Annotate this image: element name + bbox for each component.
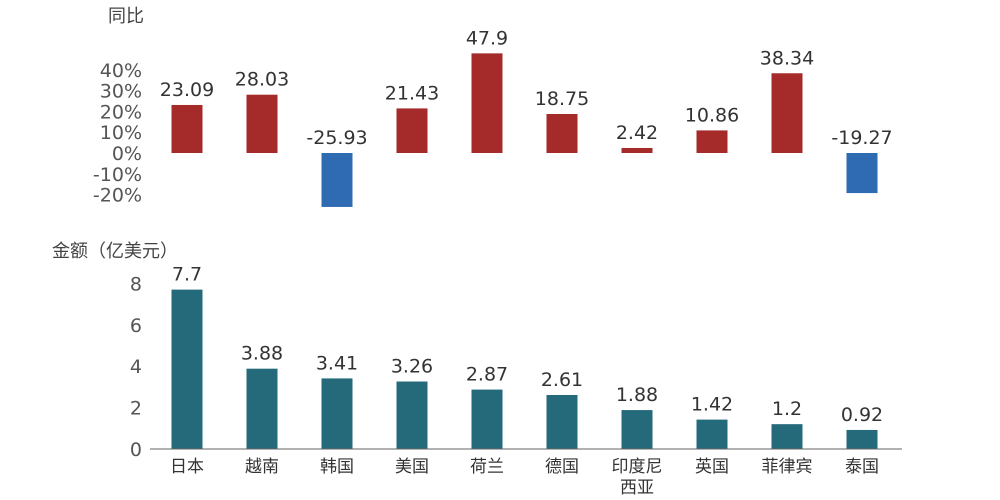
bottom-bar	[546, 394, 578, 449]
top-value-label: 38.34	[760, 47, 814, 69]
top-bar	[621, 147, 653, 153]
bottom-value-label: 1.88	[616, 384, 658, 406]
top-value-label: 10.86	[685, 104, 739, 126]
top-bar	[171, 104, 203, 153]
bottom-bar	[846, 429, 878, 449]
bottom-value-label: 0.92	[841, 404, 883, 426]
bottom-y-tick-label: 2	[130, 398, 142, 420]
top-bars	[171, 53, 878, 207]
top-bar	[771, 73, 803, 153]
top-bar	[696, 130, 728, 153]
bottom-value-label: 3.41	[316, 352, 358, 374]
top-value-label: 47.9	[466, 27, 508, 49]
x-category-label: 西亚	[620, 478, 654, 498]
top-value-label: 28.03	[235, 69, 289, 91]
top-value-label: -19.27	[831, 127, 892, 149]
x-category-label: 荷兰	[470, 457, 504, 477]
top-y-tick-label: 0%	[112, 143, 142, 165]
top-y-tick-label: 30%	[100, 81, 142, 103]
x-category-label: 韩国	[320, 457, 354, 477]
bottom-y-tick-label: 4	[130, 356, 142, 378]
bottom-bar	[696, 419, 728, 449]
bottom-y-tick-label: 8	[130, 273, 142, 295]
bottom-value-label: 3.88	[241, 343, 283, 365]
bottom-bar	[246, 368, 278, 449]
bottom-bar	[471, 389, 503, 449]
top-y-tick-label: 20%	[100, 101, 142, 123]
bottom-y-tick-label: 0	[130, 439, 142, 461]
bottom-value-labels: 7.7 3.88 3.41 3.26 2.87 2.61 1.88 1.42 1.2 0.92	[172, 264, 883, 426]
bottom-bar	[621, 410, 653, 449]
top-bar	[546, 114, 578, 153]
top-value-label: 21.43	[385, 82, 439, 104]
top-y-tick-label: 40%	[100, 60, 142, 82]
x-category-label: 日本	[170, 457, 204, 477]
top-y-tick-label: -20%	[93, 185, 142, 207]
top-bar	[471, 53, 503, 154]
x-category-label: 越南	[245, 457, 279, 477]
bottom-value-label: 1.42	[691, 394, 733, 416]
x-category-label: 英国	[695, 457, 729, 477]
top-value-label: 18.75	[535, 88, 589, 110]
bottom-y-ticks: 8 6 4 2 0	[130, 273, 142, 461]
x-category-label: 菲律宾	[762, 457, 813, 477]
top-y-tick-label: 10%	[100, 122, 142, 144]
top-bar	[846, 153, 878, 194]
x-category-label: 美国	[395, 457, 429, 477]
bottom-bar	[321, 378, 353, 449]
top-bar	[246, 94, 278, 153]
top-y-tick-label: -10%	[93, 164, 142, 186]
top-value-label: 23.09	[160, 79, 214, 101]
top-bar	[396, 108, 428, 153]
x-category-label: 德国	[545, 457, 579, 477]
top-value-label: -25.93	[306, 127, 367, 149]
bottom-y-axis-title: 金额（亿美元）	[52, 241, 178, 262]
bottom-value-label: 2.87	[466, 364, 508, 386]
bottom-bars	[171, 289, 878, 449]
x-category-label: 印度尼	[612, 457, 663, 477]
top-value-label: 2.42	[616, 122, 658, 144]
bottom-bar	[396, 381, 428, 449]
x-category-label: 泰国	[845, 457, 879, 477]
bottom-bar	[771, 424, 803, 449]
top-bar	[321, 153, 353, 207]
bottom-value-label: 7.7	[172, 264, 202, 286]
bottom-value-label: 1.2	[772, 398, 802, 420]
bottom-value-label: 3.26	[391, 356, 433, 378]
bottom-y-tick-label: 6	[130, 315, 142, 337]
top-y-ticks: 40%30%20%10%0%-10%-20%	[93, 60, 142, 207]
top-value-labels: 23.09 28.03 -25.93 21.43 47.9 18.75 2.42 10.86 3…	[160, 27, 893, 149]
bottom-bar	[171, 289, 203, 449]
bottom-value-label: 2.61	[541, 369, 583, 391]
top-y-axis-title: 同比	[108, 6, 144, 27]
